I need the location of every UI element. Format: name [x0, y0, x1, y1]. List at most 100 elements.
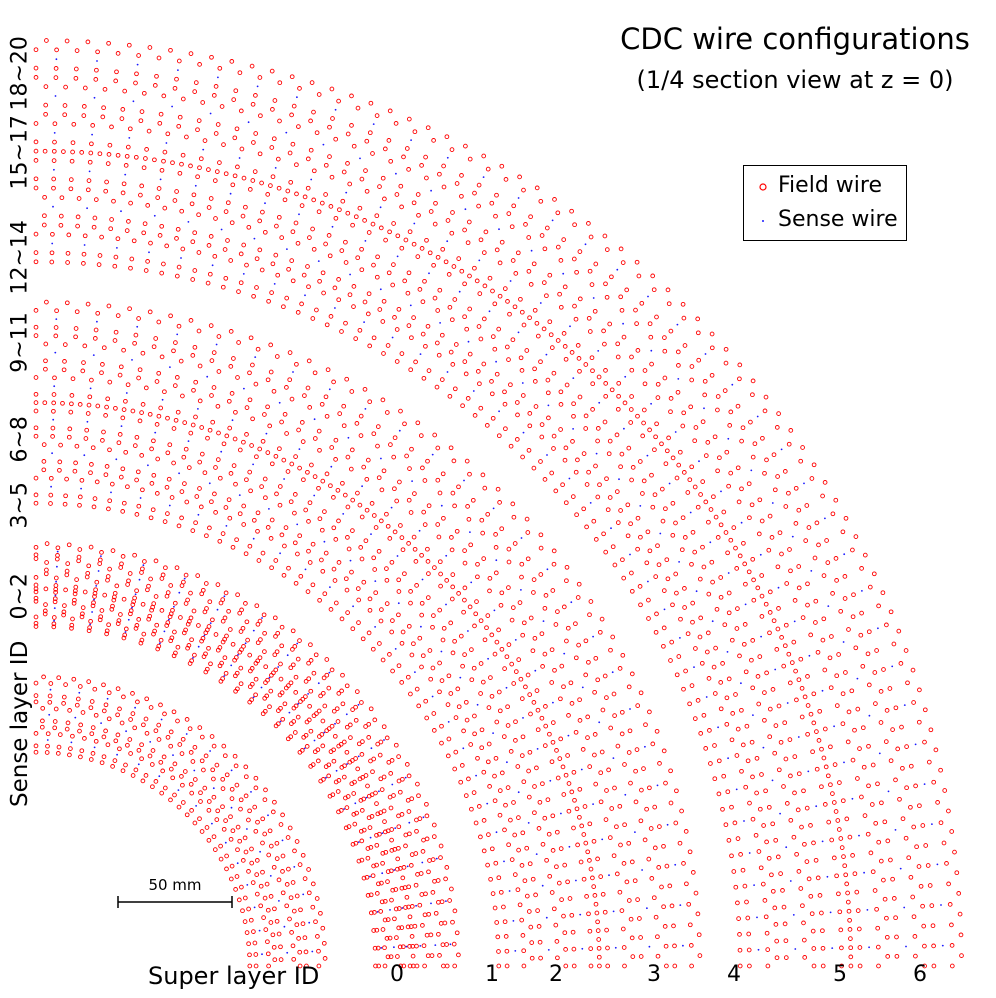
field-wire-point [411, 315, 416, 320]
field-wire-point [134, 477, 139, 483]
field-wire-point [110, 764, 115, 769]
field-wire-point [381, 774, 387, 780]
field-wire-point [692, 716, 698, 721]
field-wire-point [577, 296, 583, 302]
field-wire-point [388, 158, 394, 164]
field-wire-point [193, 520, 198, 526]
field-wire-point [123, 163, 129, 168]
field-wire-point [808, 711, 814, 717]
field-wire-point [954, 870, 960, 876]
field-wire-point [738, 852, 743, 857]
sense-wire-point [281, 839, 284, 842]
field-wire-point [287, 377, 293, 383]
field-wire-point [265, 192, 271, 197]
sense-wire-point [357, 755, 360, 758]
field-wire-point [799, 685, 805, 691]
field-wire-point [744, 899, 749, 905]
field-wire-point [159, 270, 165, 276]
field-wire-point [504, 654, 510, 660]
field-wire-point [781, 784, 786, 789]
field-wire-point [359, 857, 365, 863]
field-wire-point [47, 699, 53, 705]
sense-wire-point [434, 944, 437, 946]
field-wire-point [119, 561, 124, 567]
field-wire-point [287, 916, 292, 922]
field-wire-point [521, 963, 527, 969]
field-wire-point [73, 66, 79, 72]
field-wire-point [250, 362, 255, 368]
field-wire-point [102, 86, 108, 92]
field-wire-point [385, 917, 391, 922]
field-wire-point [678, 616, 683, 622]
field-wire-point [434, 384, 440, 390]
field-wire-point [371, 756, 377, 762]
field-wire-point [322, 509, 327, 514]
field-wire-point [621, 861, 627, 866]
field-wire-point [125, 144, 131, 150]
field-wire-point [341, 423, 347, 429]
field-wire-point [43, 358, 48, 364]
field-wire-point [372, 910, 377, 915]
field-wire-point [503, 934, 509, 939]
field-wire-point [186, 465, 192, 470]
field-wire-point [496, 689, 502, 695]
sense-wire-point [478, 259, 481, 262]
field-wire-point [423, 154, 428, 160]
field-wire-point [427, 648, 433, 653]
field-wire-point [407, 914, 413, 920]
field-wire-point [388, 771, 394, 776]
field-wire-point [209, 393, 214, 398]
field-wire-point [204, 666, 210, 672]
field-wire-point [220, 597, 226, 602]
sense-wire-point [646, 454, 649, 457]
field-wire-point [80, 368, 86, 374]
field-wire-point [635, 546, 640, 552]
field-wire-point [82, 85, 88, 91]
field-wire-point [333, 457, 338, 462]
field-wire-point [134, 623, 140, 628]
field-wire-point [317, 516, 323, 522]
field-wire-point [448, 349, 454, 355]
field-wire-point [598, 770, 604, 776]
field-wire-point [280, 812, 285, 818]
field-wire-point [158, 759, 164, 765]
field-wire-point [740, 425, 746, 431]
field-wire-point [800, 903, 805, 909]
field-wire-point [146, 583, 151, 589]
field-wire-point [406, 116, 412, 122]
field-wire-point [456, 704, 462, 710]
field-wire-point [672, 963, 678, 969]
field-wire-point [260, 438, 266, 444]
sense-wire-point [905, 945, 907, 948]
field-wire-point [931, 779, 937, 785]
sense-wire-point [914, 743, 917, 746]
field-wire-point [442, 920, 448, 926]
field-wire-point [712, 691, 718, 696]
field-wire-point [189, 201, 195, 207]
field-wire-point [438, 843, 444, 849]
field-wire-point [313, 919, 318, 925]
field-wire-point [115, 732, 121, 738]
field-wire-point [689, 561, 694, 567]
sense-wire-point [381, 832, 384, 834]
field-wire-point [917, 687, 922, 693]
field-wire-point [880, 590, 886, 596]
field-wire-point [147, 411, 153, 417]
field-wire-point [424, 932, 430, 938]
field-wire-point [293, 220, 299, 226]
field-wire-point [258, 637, 263, 642]
field-wire-point [413, 882, 419, 888]
field-wire-point [362, 299, 368, 305]
field-wire-point [810, 749, 815, 755]
field-wire-point [223, 171, 229, 177]
field-wire-point [522, 878, 528, 884]
field-wire-point [392, 529, 398, 535]
field-wire-point [432, 221, 438, 227]
field-wire-point [588, 866, 594, 872]
field-wire-point [473, 820, 479, 826]
sense-wire-point [431, 695, 434, 698]
field-wire-point [893, 915, 898, 921]
field-wire-point [48, 492, 54, 498]
sense-wire-point [646, 907, 648, 910]
field-wire-point [506, 559, 512, 565]
